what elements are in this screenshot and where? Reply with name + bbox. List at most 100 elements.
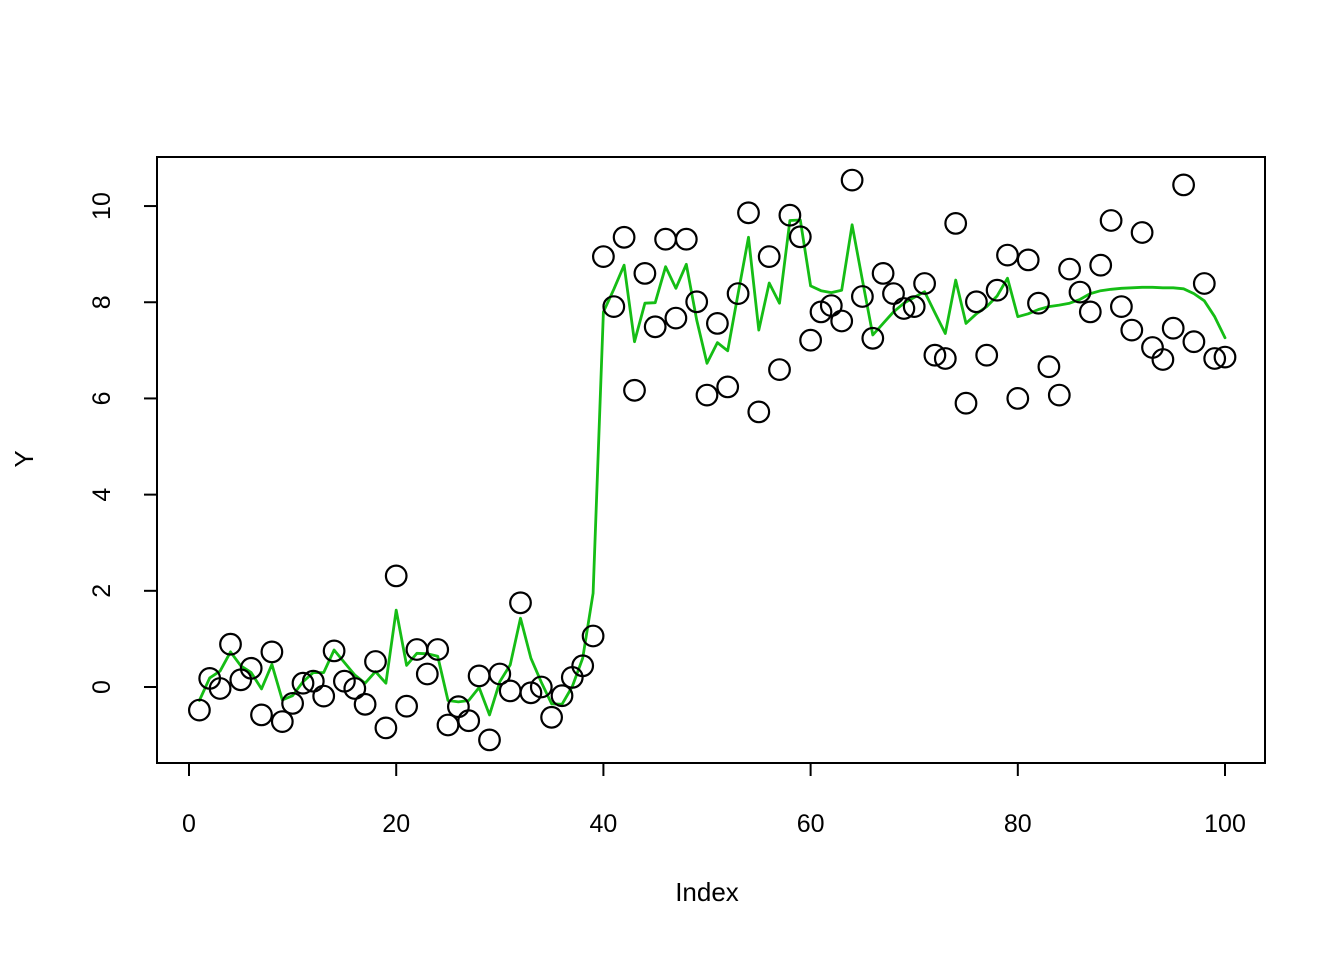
data-point [664, 306, 688, 330]
data-point [706, 312, 729, 335]
data-point [498, 679, 522, 703]
y-tick-label: 8 [88, 295, 116, 309]
data-point [1182, 330, 1206, 354]
data-point [364, 650, 387, 673]
smoother-line [197, 218, 1227, 717]
data-point [467, 664, 491, 688]
data-point [737, 201, 760, 225]
data-point [291, 671, 315, 695]
data-point [602, 295, 626, 319]
data-point [923, 343, 947, 367]
data-point [902, 295, 926, 319]
data-point [1151, 348, 1175, 371]
data-point [1027, 291, 1050, 315]
data-point [612, 225, 636, 249]
data-point [250, 703, 273, 727]
data-point [1172, 173, 1195, 197]
data-point [1089, 253, 1113, 277]
data-point [550, 684, 574, 708]
data-point [819, 294, 843, 318]
data-point [447, 695, 470, 719]
data-point [509, 591, 532, 615]
data-point [1068, 280, 1092, 304]
data-point [239, 656, 263, 680]
data-point [788, 225, 812, 249]
data-points-layer [187, 168, 1237, 752]
data-point [1037, 355, 1061, 379]
data-point [933, 347, 957, 370]
data-point [395, 694, 419, 718]
data-point [623, 378, 646, 402]
data-point [270, 710, 294, 733]
data-point [1078, 300, 1102, 324]
y-tick-label: 2 [88, 584, 116, 598]
smoother-line-layer [197, 218, 1227, 717]
data-point [1109, 295, 1133, 319]
data-point [322, 639, 346, 663]
data-point [1213, 345, 1237, 369]
data-point [1016, 248, 1040, 272]
data-point [219, 632, 242, 656]
data-point [540, 705, 563, 729]
data-point [353, 692, 377, 716]
data-point [312, 684, 336, 708]
data-point [954, 391, 978, 415]
data-point [695, 383, 719, 407]
data-point [208, 677, 232, 700]
y-tick-label: 6 [88, 391, 116, 405]
x-tick-label: 0 [182, 810, 196, 838]
data-point [1099, 209, 1123, 232]
x-tick-label: 40 [590, 810, 618, 838]
data-point [840, 168, 864, 192]
data-point [529, 675, 553, 699]
data-point [281, 692, 305, 715]
data-point [488, 662, 512, 686]
data-point [757, 245, 781, 269]
data-point [581, 624, 605, 648]
data-point [654, 227, 677, 251]
axis-ticks: 0 20 40 60 80 100 0 2 4 6 8 10 [88, 192, 1246, 838]
data-point [1192, 272, 1216, 295]
data-point [1047, 383, 1071, 407]
data-point [592, 245, 615, 269]
data-point [830, 309, 854, 333]
data-point [1141, 336, 1164, 359]
data-point [260, 640, 284, 664]
data-point [747, 400, 771, 424]
data-point [436, 713, 460, 737]
data-point [384, 564, 408, 588]
data-point [1120, 318, 1144, 342]
plot-box [156, 156, 1266, 764]
data-point [457, 709, 481, 733]
data-point [871, 262, 895, 285]
data-point [985, 278, 1009, 302]
data-point [1203, 347, 1227, 370]
data-point [571, 654, 595, 678]
y-tick-label: 0 [88, 680, 116, 694]
x-tick-label: 20 [382, 810, 410, 838]
data-point [633, 262, 657, 285]
data-point [674, 227, 698, 251]
data-point [187, 698, 211, 722]
plot-border [156, 156, 1266, 764]
data-point [1058, 257, 1081, 281]
data-point [415, 662, 439, 686]
data-point [685, 290, 709, 314]
data-point [1130, 221, 1154, 244]
data-point [405, 638, 429, 661]
data-point [1161, 316, 1185, 340]
data-point [726, 282, 750, 306]
data-point [426, 638, 450, 661]
data-point [343, 677, 367, 700]
data-point [478, 728, 501, 752]
x-tick-label: 60 [797, 810, 825, 838]
data-point [851, 285, 874, 308]
data-point [861, 326, 885, 350]
data-point [643, 315, 667, 339]
data-point [1006, 387, 1030, 410]
data-point [374, 716, 398, 740]
data-point [965, 290, 988, 314]
data-point [716, 375, 740, 399]
data-point [913, 272, 936, 295]
